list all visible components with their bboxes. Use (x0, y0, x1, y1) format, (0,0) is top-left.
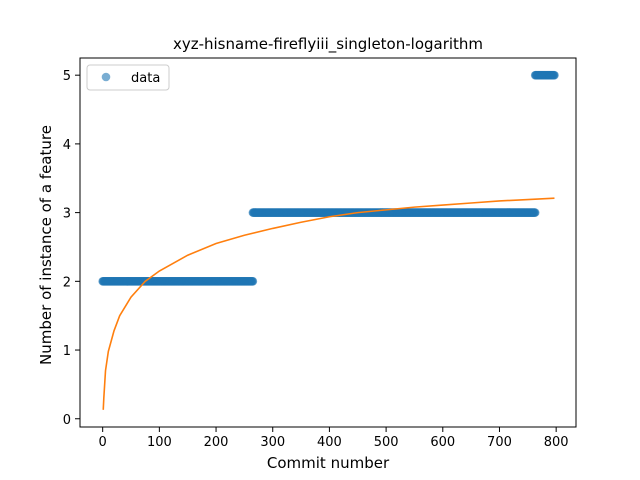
y-tick-label: 1 (63, 344, 71, 359)
x-tick-label: 0 (99, 435, 107, 450)
data-point (248, 277, 258, 286)
y-tick-label: 4 (63, 138, 71, 153)
x-tick-label: 600 (430, 435, 455, 450)
legend-marker (101, 72, 111, 82)
chart-title: xyz-hisname-fireflyiii_singleton-logarit… (173, 35, 483, 54)
y-axis: 0 1 2 3 4 5 (63, 69, 80, 428)
y-tick-label: 3 (63, 207, 71, 222)
x-axis: 0 100 200 300 400 500 600 700 800 (99, 427, 569, 450)
y-axis-label: Number of instance of a feature (37, 125, 55, 365)
data-point (550, 70, 559, 80)
x-tick-label: 700 (487, 435, 512, 450)
y-tick-label: 2 (63, 275, 71, 290)
x-tick-label: 100 (147, 435, 172, 450)
x-tick-label: 800 (544, 435, 569, 450)
y-tick-label: 5 (63, 69, 71, 84)
legend: data (86, 64, 170, 91)
data-point (530, 208, 540, 217)
y-tick-label: 0 (63, 413, 71, 428)
plot-frame (79, 57, 577, 428)
fit-line (102, 197, 555, 410)
x-tick-label: 500 (374, 435, 399, 450)
x-tick-label: 200 (204, 435, 229, 450)
x-axis-label: Commit number (267, 454, 390, 472)
plot-area (79, 57, 577, 428)
legend-box (86, 64, 170, 91)
legend-label: data (131, 71, 160, 86)
x-tick-label: 400 (317, 435, 342, 450)
x-tick-label: 300 (260, 435, 285, 450)
